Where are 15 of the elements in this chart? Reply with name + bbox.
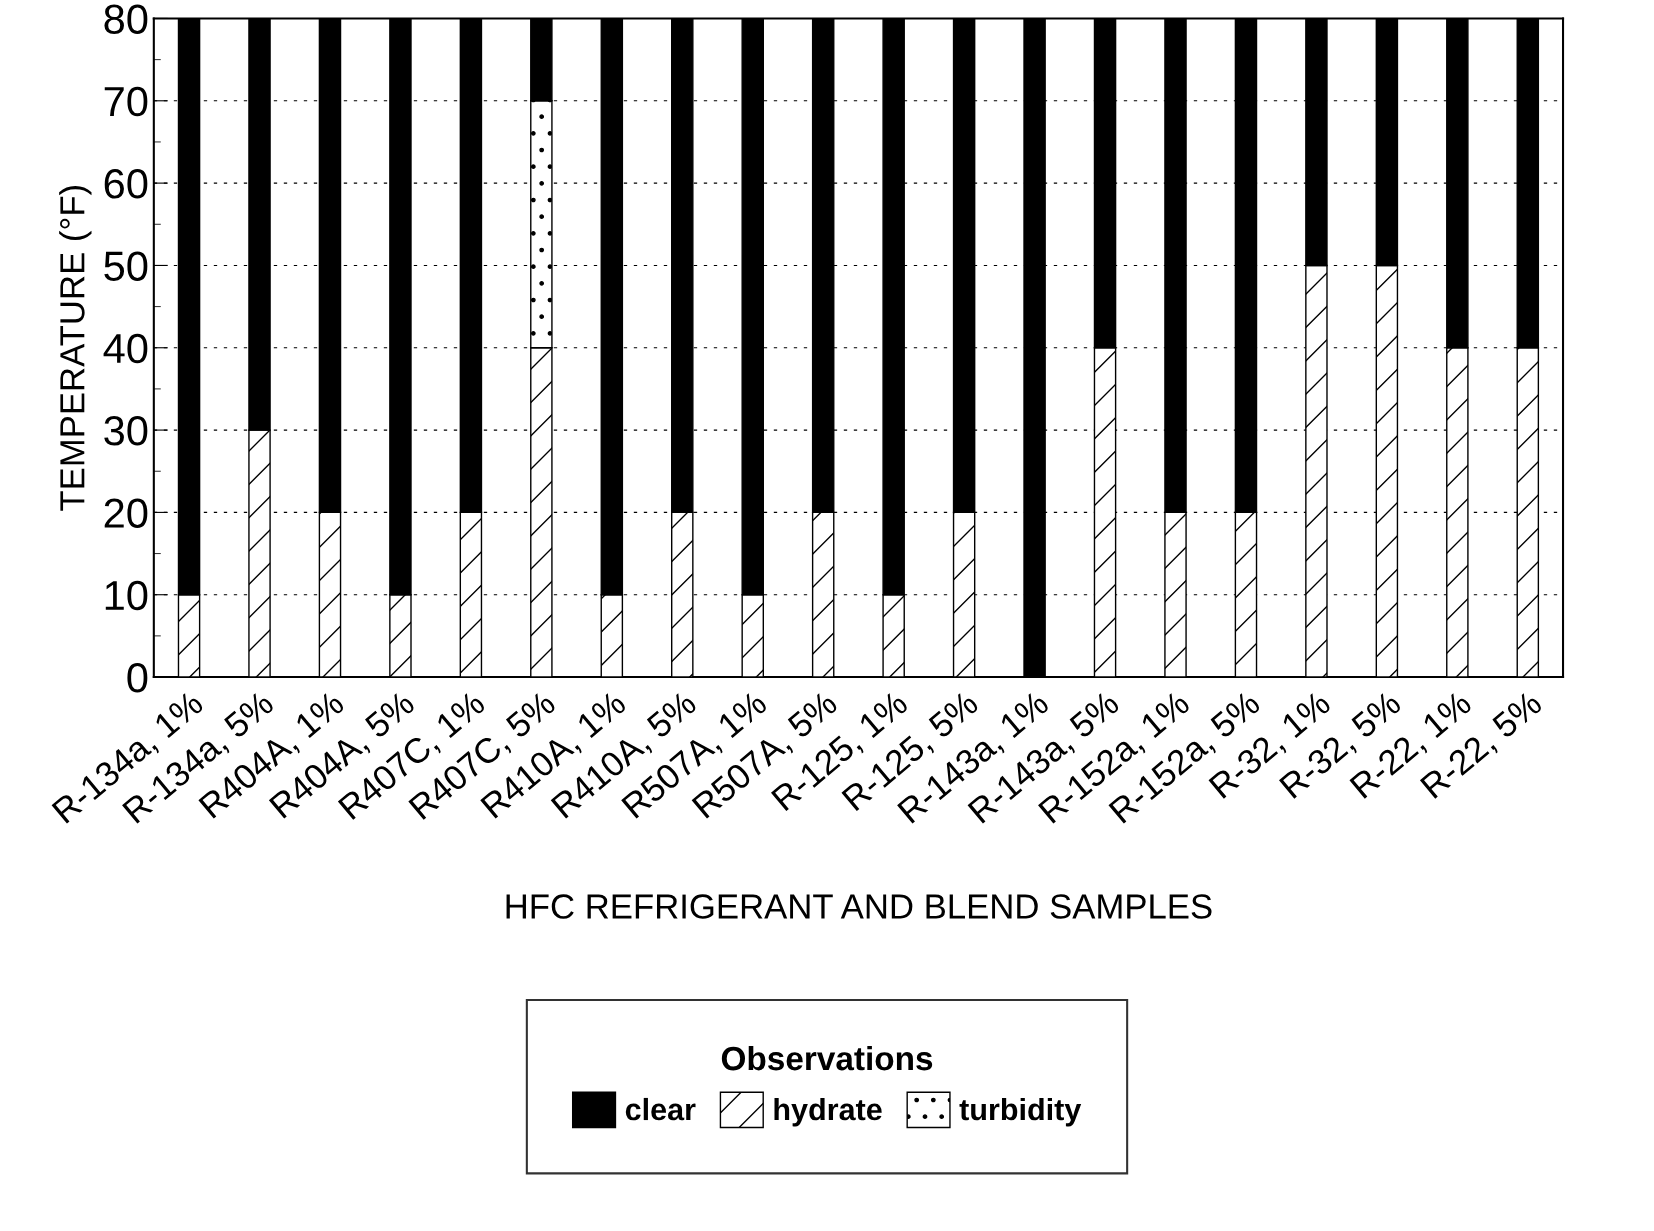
y-tick-label: 20 [104,498,148,528]
y-tick-label: 0 [127,663,148,693]
legend-label: turbidity [959,1097,1082,1127]
y-tick-label: 30 [104,416,148,446]
legend-title: Observations [721,1045,933,1071]
y-tick-label: 60 [104,169,148,199]
y-tick-label: 40 [103,333,148,364]
y-axis-title: TEMPERATURE (°F) [59,186,92,511]
y-tick-label: 80 [104,4,148,34]
y-tick-label: 10 [105,580,148,611]
x-axis-title: HFC REFRIGERANT AND BLEND SAMPLES [506,894,1212,919]
y-tick-label: 50 [104,251,148,281]
legend-label: clear [625,1097,696,1121]
y-tick-label: 70 [104,86,148,117]
legend-label: hydrate [774,1097,882,1127]
